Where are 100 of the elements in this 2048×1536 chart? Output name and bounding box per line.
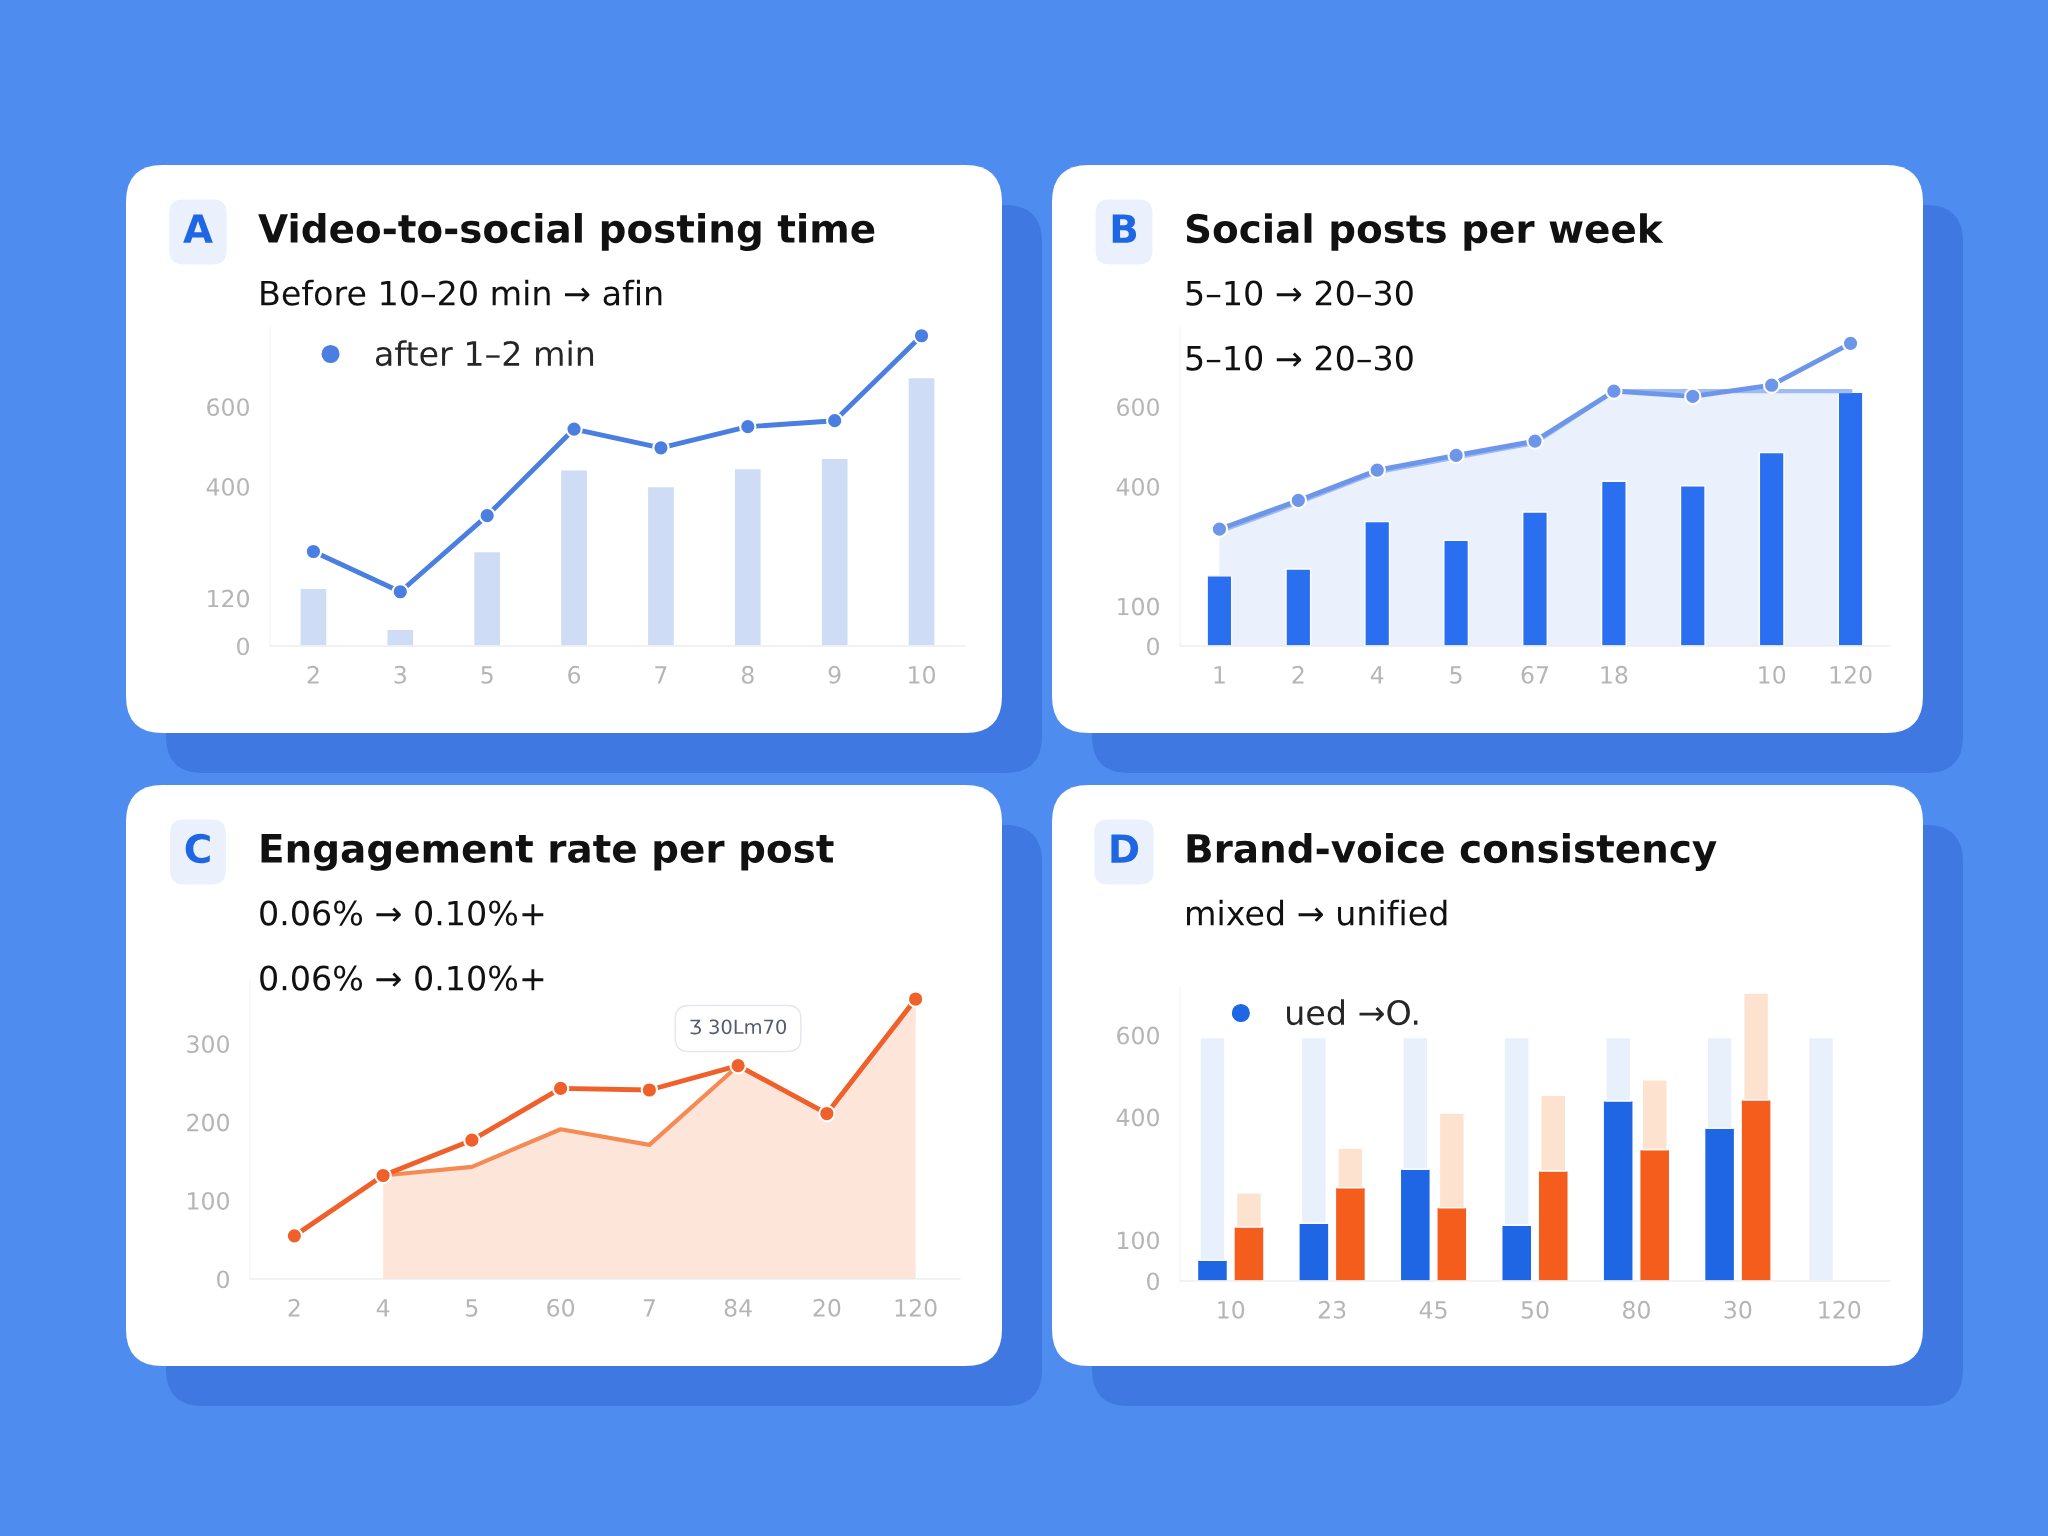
- bar: [1679, 485, 1706, 646]
- x-tick-label: 120: [1819, 1300, 1861, 1319]
- x-tick-label: 2: [307, 665, 319, 684]
- point: [826, 412, 844, 430]
- chart-title: Brand-voice consistency: [1187, 833, 1717, 871]
- y-tick-label: 100: [188, 1192, 229, 1210]
- x-tick-label: 4: [1370, 666, 1384, 684]
- bar: [1206, 575, 1233, 646]
- point: [1762, 376, 1781, 394]
- bar: [386, 628, 415, 646]
- bar: [1758, 451, 1785, 646]
- chart-title: Engagement rate per post: [261, 834, 834, 871]
- point: [1605, 382, 1623, 400]
- x-tick-label: 5: [466, 1299, 478, 1317]
- x-tick-label: 23: [1318, 1300, 1346, 1319]
- bar: [299, 587, 328, 646]
- x-tick-label: 120: [1830, 665, 1872, 684]
- point: [912, 327, 931, 345]
- point: [478, 506, 496, 525]
- y-tick-label: 0: [217, 1270, 229, 1289]
- x-tick-label: 45: [1419, 1301, 1447, 1319]
- x-tick-label: 7: [643, 1299, 655, 1317]
- annotation: 0.06% → 0.10%+: [260, 965, 544, 991]
- x-tick-label: 80: [1623, 1300, 1650, 1319]
- bar: [1522, 511, 1548, 646]
- x-tick-label: 18: [1601, 665, 1628, 684]
- y-tick-label: 100: [1118, 1231, 1159, 1250]
- y-tick-label: 200: [187, 1113, 229, 1132]
- x-tick-label: 6: [568, 665, 581, 684]
- y-tick-label: 100: [1118, 597, 1159, 616]
- annotation: 5–10 → 20–30: [1186, 345, 1413, 371]
- point: [729, 1057, 747, 1075]
- x-tick-label: 8: [741, 665, 754, 684]
- bar: [820, 457, 849, 646]
- y-tick-label: 120: [208, 589, 249, 608]
- chart-title: Social posts per week: [1186, 213, 1664, 251]
- x-tick-label: 20: [813, 1298, 841, 1317]
- text: A: [183, 214, 213, 243]
- point: [1210, 520, 1229, 538]
- x-tick-label: 30: [1724, 1300, 1752, 1319]
- bar: [1600, 480, 1627, 646]
- bar: [646, 485, 676, 646]
- x-tick-label: 10: [1759, 665, 1786, 684]
- bar: [733, 467, 763, 646]
- point: [1684, 387, 1702, 406]
- x-tick-label: 5: [481, 666, 493, 684]
- x-tick-label: 2: [1292, 665, 1304, 684]
- y-tick-label: 600: [207, 398, 249, 417]
- chart-subtitle: Before 10–20 min → afin: [261, 279, 662, 306]
- point: [463, 1131, 481, 1149]
- x-tick-label: 7: [655, 666, 667, 684]
- text: D: [1111, 834, 1139, 863]
- x-tick-label: 1: [1214, 666, 1225, 684]
- x-tick-label: 120: [895, 1298, 937, 1317]
- x-tick-label: 4: [376, 1299, 390, 1317]
- point: [565, 420, 583, 438]
- x-tick-label: 5: [1450, 666, 1462, 684]
- bar: [472, 550, 502, 646]
- bar: [907, 376, 936, 646]
- x-tick-label: 3: [394, 665, 406, 684]
- point: [652, 439, 670, 457]
- bar: [1443, 539, 1470, 646]
- x-tick-label: 50: [1521, 1300, 1549, 1319]
- point: [906, 990, 925, 1008]
- text: C: [185, 833, 210, 864]
- point: [1289, 491, 1308, 510]
- y-tick-label: 400: [1116, 1108, 1159, 1127]
- y-tick-label: 0: [237, 637, 249, 656]
- x-tick-label: 60: [547, 1298, 575, 1317]
- point: [739, 418, 757, 436]
- bar: [559, 469, 589, 646]
- x-tick-label: 9: [828, 665, 841, 684]
- y-tick-label: 600: [1117, 1026, 1159, 1045]
- point: [1526, 432, 1544, 450]
- x-tick-label: 84: [724, 1298, 752, 1317]
- point: [640, 1081, 659, 1099]
- point: [285, 1227, 304, 1245]
- point: [391, 583, 409, 601]
- y-tick-label: 0: [1147, 637, 1159, 656]
- chart-title: Video-to-social posting time: [258, 213, 875, 251]
- x-tick-label: 2: [288, 1298, 300, 1317]
- y-tick-label: 400: [1116, 477, 1159, 496]
- point: [1447, 446, 1465, 465]
- legend-label: after 1–2 min: [375, 340, 594, 367]
- bar: [1364, 520, 1391, 646]
- x-tick-label: 10: [1218, 1300, 1245, 1319]
- x-tick-label: 67: [1521, 665, 1548, 684]
- text: B: [1112, 214, 1137, 243]
- bar: [1285, 568, 1312, 646]
- y-tick-label: 400: [206, 477, 249, 496]
- chart-subtitle: 5–10 → 20–30: [1186, 280, 1413, 306]
- y-tick-label: 300: [187, 1035, 229, 1054]
- point: [818, 1104, 836, 1123]
- bar: [1837, 391, 1864, 646]
- chart-subtitle: mixed → unified: [1187, 899, 1447, 926]
- y-tick-label: 0: [1147, 1272, 1159, 1291]
- point: [1368, 461, 1386, 479]
- legend-label: ued →O.: [1287, 999, 1418, 1026]
- y-tick-label: 600: [1117, 398, 1159, 417]
- x-tick-label: 10: [909, 665, 936, 684]
